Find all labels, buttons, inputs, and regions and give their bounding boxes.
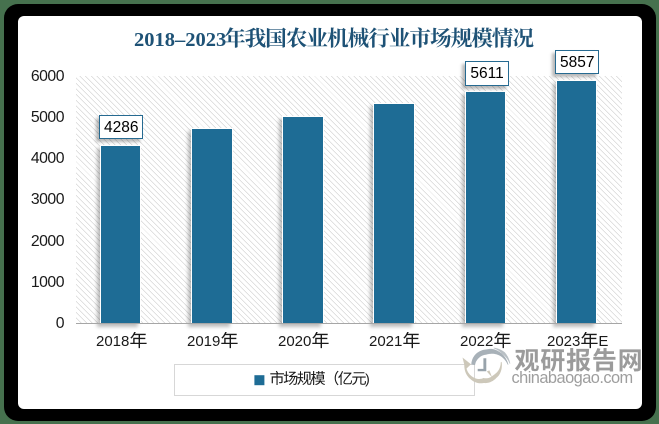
svg-text:2021: 2021 [369,333,402,350]
svg-text:2019: 2019 [187,333,220,350]
svg-text:E: E [598,333,608,350]
svg-text:2023: 2023 [547,333,580,350]
svg-text:chinabaogao.com: chinabaogao.com [512,369,633,387]
svg-text:2020: 2020 [278,333,311,350]
svg-text:2018–2023: 2018–2023 [134,29,226,51]
svg-text:2022: 2022 [460,333,493,350]
svg-text:): ) [365,371,370,387]
svg-text:2018: 2018 [96,333,129,350]
